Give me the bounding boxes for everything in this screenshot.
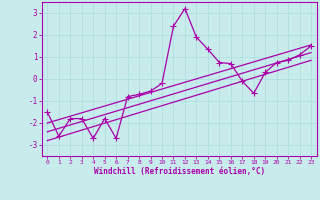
- X-axis label: Windchill (Refroidissement éolien,°C): Windchill (Refroidissement éolien,°C): [94, 167, 265, 176]
